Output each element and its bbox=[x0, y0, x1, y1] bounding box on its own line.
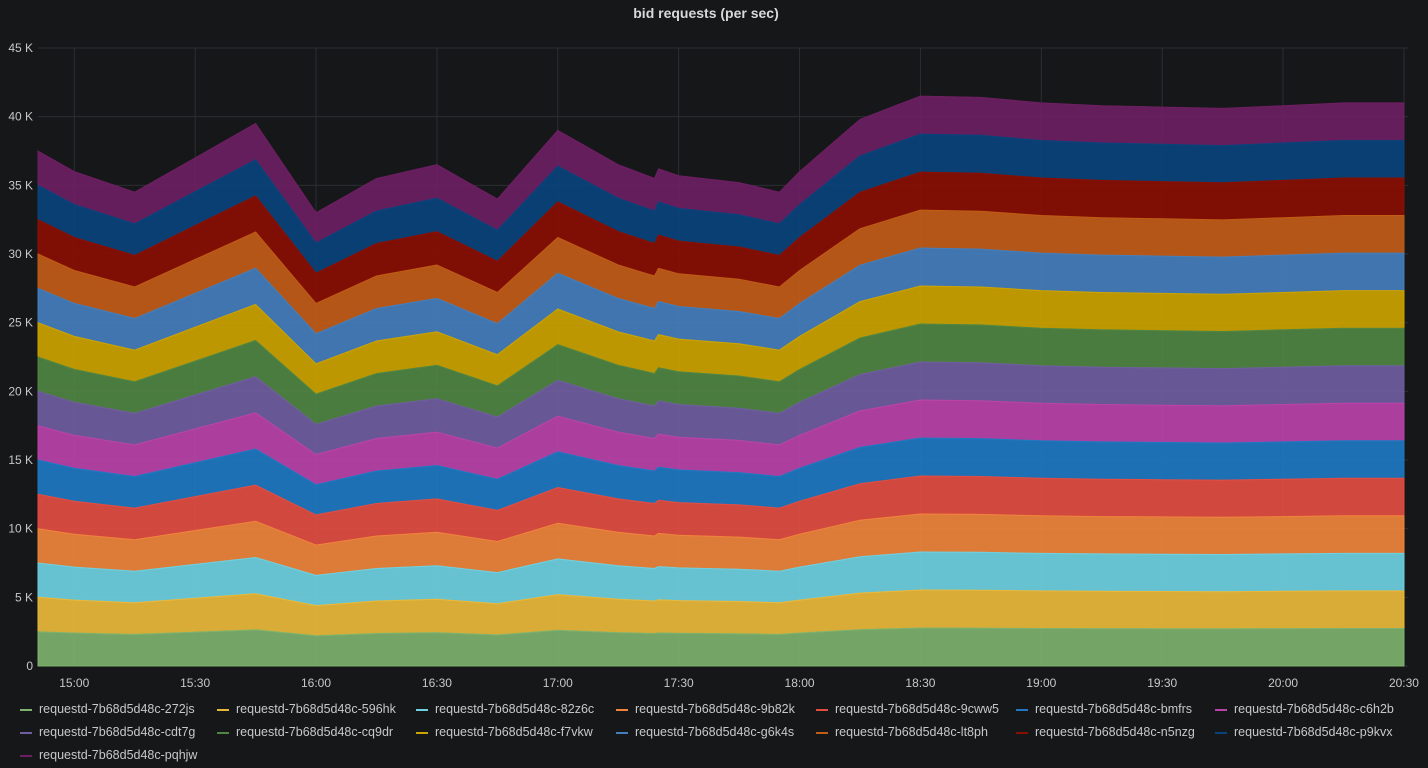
x-tick-label: 16:30 bbox=[422, 676, 452, 690]
y-tick-label: 20 K bbox=[8, 384, 33, 398]
legend-item[interactable]: requestd-7b68d5d48c-lt8ph bbox=[810, 721, 988, 743]
y-tick-label: 40 K bbox=[8, 110, 33, 124]
legend-item[interactable]: requestd-7b68d5d48c-596hk bbox=[211, 698, 396, 720]
legend-swatch bbox=[416, 708, 428, 711]
legend-swatch bbox=[1016, 708, 1028, 711]
legend-label: requestd-7b68d5d48c-lt8ph bbox=[835, 725, 988, 739]
y-tick-label: 30 K bbox=[8, 247, 33, 261]
series-area bbox=[37, 627, 1405, 667]
legend-label: requestd-7b68d5d48c-bmfrs bbox=[1035, 702, 1193, 716]
legend-swatch bbox=[616, 708, 628, 711]
legend-label: requestd-7b68d5d48c-cdt7g bbox=[39, 725, 196, 739]
x-tick-label: 19:30 bbox=[1147, 676, 1177, 690]
x-tick-label: 15:00 bbox=[59, 676, 89, 690]
x-tick-label: 20:00 bbox=[1268, 676, 1298, 690]
legend-label: requestd-7b68d5d48c-pqhjw bbox=[39, 748, 198, 762]
legend-item[interactable]: requestd-7b68d5d48c-cq9dr bbox=[211, 721, 393, 743]
legend-swatch bbox=[416, 731, 428, 734]
legend-swatch bbox=[20, 754, 32, 757]
y-tick-label: 35 K bbox=[8, 178, 33, 192]
legend-swatch bbox=[20, 731, 32, 734]
legend-item[interactable]: requestd-7b68d5d48c-bmfrs bbox=[1010, 698, 1192, 720]
y-tick-label: 45 K bbox=[8, 41, 33, 55]
x-tick-label: 16:00 bbox=[301, 676, 331, 690]
series-group bbox=[37, 95, 1405, 667]
legend-item[interactable]: requestd-7b68d5d48c-f7vkw bbox=[410, 721, 593, 743]
legend-label: requestd-7b68d5d48c-272js bbox=[39, 702, 195, 716]
legend-swatch bbox=[217, 731, 229, 734]
legend-label: requestd-7b68d5d48c-p9kvx bbox=[1234, 725, 1393, 739]
legend-swatch bbox=[20, 708, 32, 711]
x-tick-label: 18:00 bbox=[785, 676, 815, 690]
legend-label: requestd-7b68d5d48c-cq9dr bbox=[236, 725, 394, 739]
legend-item[interactable]: requestd-7b68d5d48c-9b82k bbox=[610, 698, 795, 720]
x-tick-label: 20:30 bbox=[1389, 676, 1419, 690]
legend-swatch bbox=[1215, 731, 1227, 734]
legend-item[interactable]: requestd-7b68d5d48c-cdt7g bbox=[14, 721, 195, 743]
legend-swatch bbox=[1016, 731, 1028, 734]
legend-swatch bbox=[1215, 708, 1227, 711]
legend-item[interactable]: requestd-7b68d5d48c-n5nzg bbox=[1010, 721, 1195, 743]
panel-title[interactable]: bid requests (per sec) bbox=[633, 5, 779, 21]
legend-label: requestd-7b68d5d48c-c6h2b bbox=[1234, 702, 1394, 716]
y-tick-label: 10 K bbox=[8, 522, 33, 536]
legend-item[interactable]: requestd-7b68d5d48c-c6h2b bbox=[1209, 698, 1394, 720]
y-tick-label: 0 bbox=[26, 659, 33, 673]
x-tick-label: 15:30 bbox=[180, 676, 210, 690]
y-tick-label: 25 K bbox=[8, 316, 33, 330]
stacked-area-chart[interactable]: 0 5 K 10 K 15 K 20 K 25 K 30 K 35 K 40 K 45 K 15:0… bbox=[0, 0, 1428, 690]
legend-label: requestd-7b68d5d48c-n5nzg bbox=[1035, 725, 1195, 739]
legend-item[interactable]: requestd-7b68d5d48c-p9kvx bbox=[1209, 721, 1392, 743]
legend-swatch bbox=[217, 708, 229, 711]
legend-label: requestd-7b68d5d48c-9b82k bbox=[635, 702, 795, 716]
legend-item[interactable]: requestd-7b68d5d48c-pqhjw bbox=[14, 744, 197, 766]
legend-item[interactable]: requestd-7b68d5d48c-82z6c bbox=[410, 698, 594, 720]
legend-swatch bbox=[816, 708, 828, 711]
y-tick-label: 5 K bbox=[15, 590, 33, 604]
legend-label: requestd-7b68d5d48c-82z6c bbox=[435, 702, 595, 716]
x-tick-label: 17:30 bbox=[664, 676, 694, 690]
legend-swatch bbox=[616, 731, 628, 734]
legend-item[interactable]: requestd-7b68d5d48c-272js bbox=[14, 698, 195, 720]
legend-label: requestd-7b68d5d48c-9cww5 bbox=[835, 702, 999, 716]
legend-item[interactable]: requestd-7b68d5d48c-9cww5 bbox=[810, 698, 999, 720]
x-tick-label: 17:00 bbox=[543, 676, 573, 690]
legend-label: requestd-7b68d5d48c-g6k4s bbox=[635, 725, 795, 739]
x-tick-label: 18:30 bbox=[905, 676, 935, 690]
legend-label: requestd-7b68d5d48c-596hk bbox=[236, 702, 396, 716]
legend-label: requestd-7b68d5d48c-f7vkw bbox=[435, 725, 593, 739]
y-tick-label: 15 K bbox=[8, 453, 33, 467]
x-tick-label: 19:00 bbox=[1026, 676, 1056, 690]
legend-item[interactable]: requestd-7b68d5d48c-g6k4s bbox=[610, 721, 794, 743]
legend-swatch bbox=[816, 731, 828, 734]
